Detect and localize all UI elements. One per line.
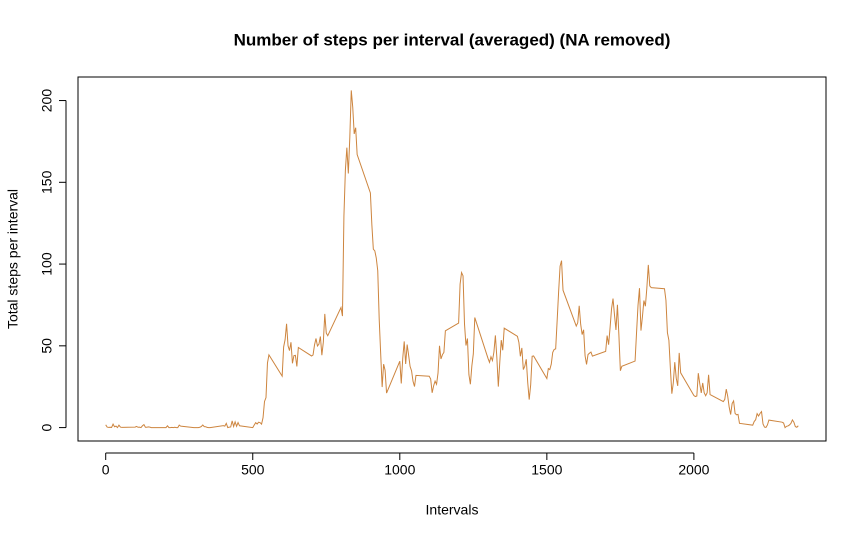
chart-title: Number of steps per interval (averaged) … (234, 30, 671, 49)
x-tick-label: 1500 (531, 462, 562, 478)
x-tick-label: 1000 (384, 462, 415, 478)
y-tick-label: 100 (39, 252, 55, 276)
x-tick-label: 0 (102, 462, 110, 478)
y-tick-label: 50 (39, 338, 55, 354)
plot-box (77, 76, 827, 442)
y-tick-label: 150 (39, 170, 55, 194)
y-tick-label: 0 (39, 423, 55, 431)
x-tick-label: 500 (241, 462, 265, 478)
data-line (105, 90, 799, 429)
x-tick-label: 2000 (678, 462, 709, 478)
y-axis-label: Total steps per interval (5, 189, 21, 329)
x-axis-label: Intervals (426, 502, 479, 518)
y-tick-label: 200 (39, 89, 55, 113)
